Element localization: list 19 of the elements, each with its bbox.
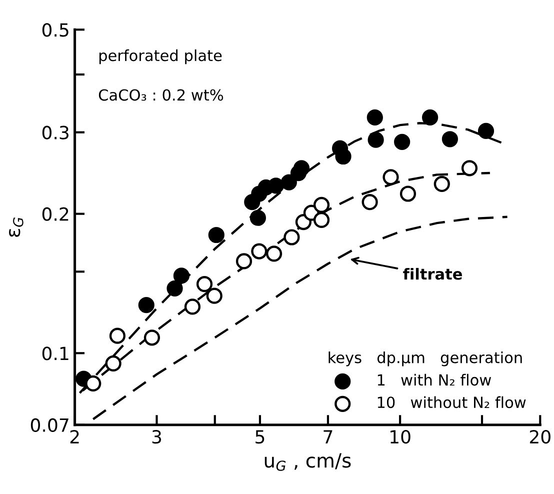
y-tick-label: 0.2 [42, 207, 68, 221]
y-tick-label: 0.3 [42, 126, 68, 140]
annotation: perforated plate [99, 49, 222, 64]
y-tick-label: 0.07 [30, 418, 68, 432]
legend-title: keys dp.μm generation [328, 351, 522, 366]
y-axis-title: ε$_{G}$ [9, 218, 24, 237]
x-tick-label: 20 [530, 430, 550, 444]
y-tick-label: 0.1 [42, 346, 68, 360]
x-tick-label: 10 [390, 430, 410, 444]
x-tick-label: 3 [152, 430, 162, 444]
legend-label: 1 with N₂ flow [378, 374, 492, 386]
x-axis-title: u$_{G}$ , cm/s [264, 453, 351, 471]
annotation: CaCO₃ : 0.2 wt% [98, 89, 224, 101]
y-tick-label: 0.5 [42, 23, 68, 37]
annotation: filtrate [403, 268, 462, 280]
x-tick-label: 7 [324, 430, 332, 444]
legend-label: 10 without N₂ flow [378, 396, 526, 408]
x-tick-label: 2 [70, 430, 79, 444]
x-tick-label: 5 [256, 430, 264, 444]
